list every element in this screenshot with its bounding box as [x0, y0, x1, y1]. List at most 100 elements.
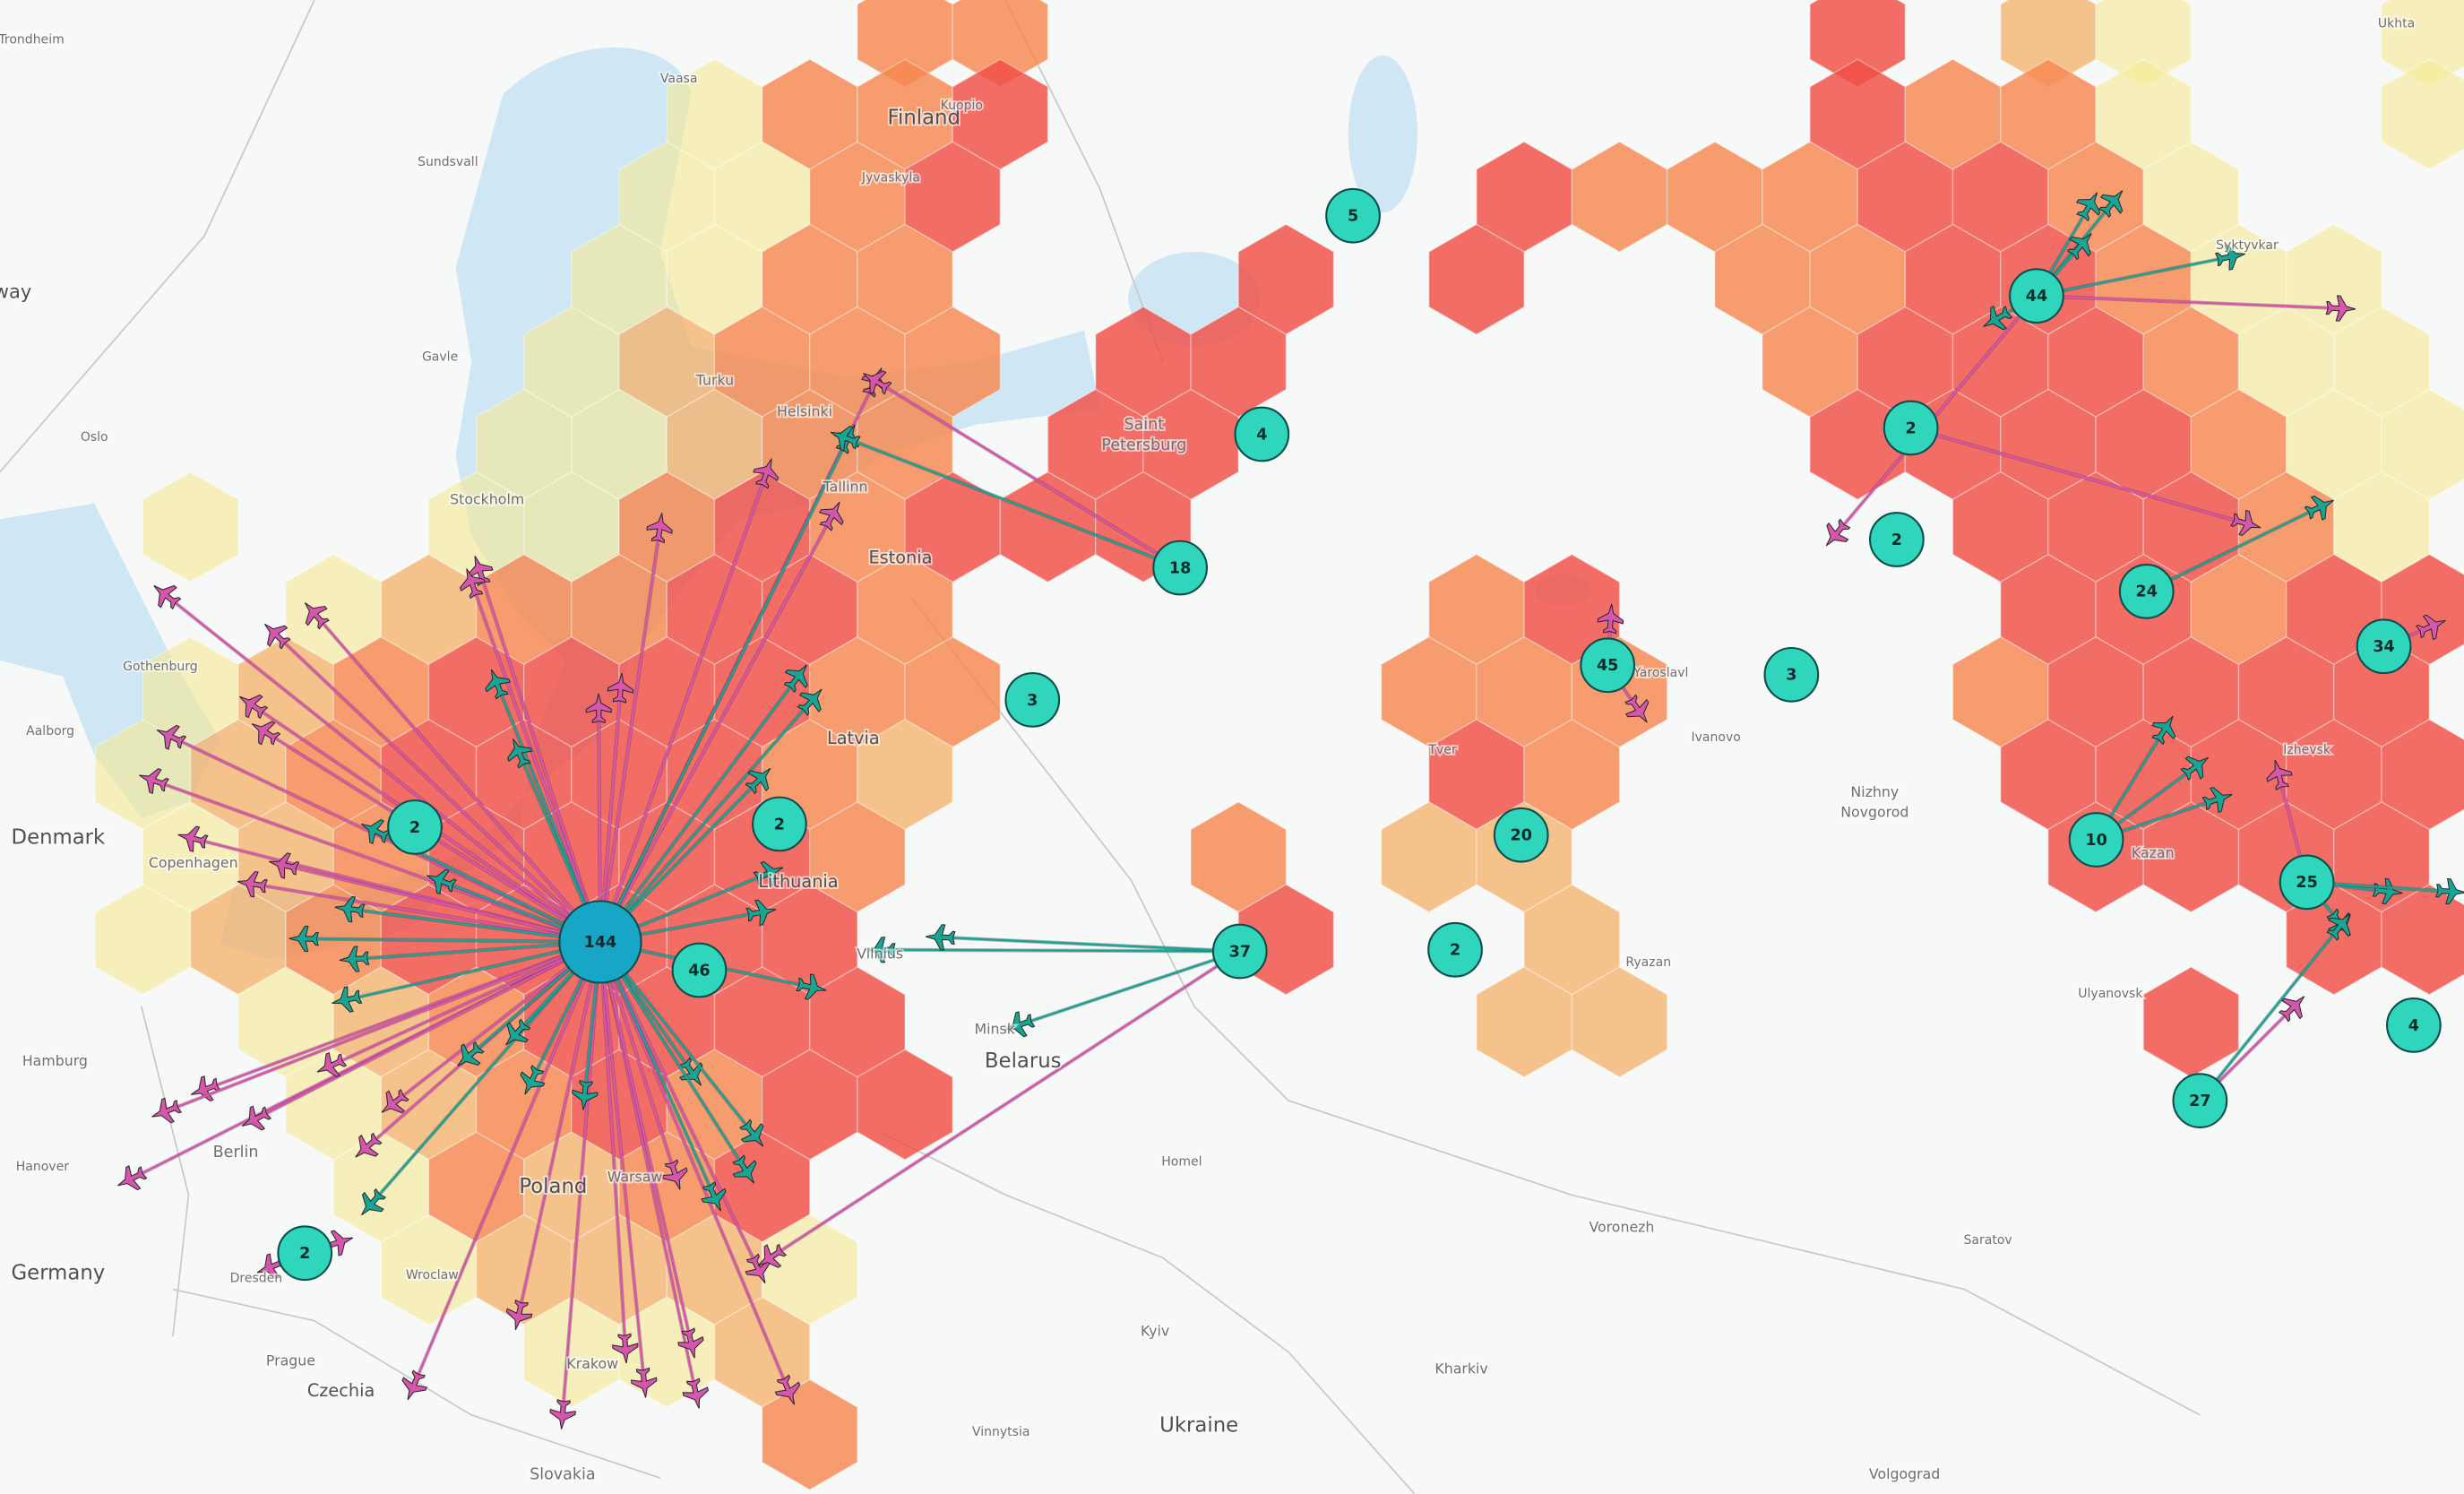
- route-line: [369, 941, 601, 1205]
- route-line: [2146, 505, 2322, 592]
- cluster[interactable]: 2: [387, 799, 443, 855]
- cluster-count: 2: [1450, 942, 1460, 960]
- cluster[interactable]: 3: [1004, 672, 1061, 728]
- city-label: Oslo: [81, 430, 108, 445]
- route-line: [599, 526, 661, 943]
- cluster-count: 18: [1169, 559, 1191, 577]
- route-line: [495, 682, 602, 943]
- route-line: [412, 941, 602, 1387]
- country-label: Estonia: [868, 548, 932, 568]
- city-label: Hamburg: [22, 1052, 88, 1069]
- hex-layer: [94, 0, 2464, 1490]
- cluster[interactable]: 20: [1493, 807, 1549, 863]
- cluster-circle: [558, 900, 642, 984]
- cluster-count: 144: [584, 934, 617, 952]
- route-line: [151, 779, 601, 944]
- city-label: Minsk: [975, 1021, 1016, 1038]
- cluster-circle: [2009, 268, 2064, 324]
- hex-cell: [857, 1049, 953, 1161]
- cluster[interactable]: 25: [2279, 854, 2335, 911]
- cluster-circle: [752, 796, 807, 852]
- cluster[interactable]: 27: [2172, 1073, 2228, 1128]
- cluster[interactable]: 2: [277, 1225, 333, 1282]
- plane-icon: [924, 923, 956, 952]
- cluster[interactable]: 4: [1234, 406, 1290, 462]
- cluster[interactable]: 34: [2356, 618, 2412, 675]
- cluster-circle: [1763, 646, 1820, 703]
- cluster[interactable]: 2: [752, 796, 807, 852]
- city-label: Kyiv: [1141, 1322, 1169, 1339]
- route-line: [599, 941, 790, 1393]
- cluster[interactable]: 3: [1763, 646, 1820, 703]
- route-line: [2036, 294, 2342, 310]
- cluster[interactable]: 144: [558, 900, 642, 984]
- route-line: [599, 941, 646, 1384]
- cluster-count: 25: [2296, 874, 2317, 892]
- route-line: [164, 593, 601, 943]
- city-label: Kuopio: [941, 99, 983, 113]
- city-label: Homel: [1161, 1155, 1202, 1170]
- route-line: [599, 675, 799, 943]
- city-label: Hanover: [16, 1160, 70, 1174]
- route-line: [282, 863, 601, 944]
- plane-icon: [146, 1093, 185, 1130]
- cluster-count: 4: [1256, 426, 1267, 444]
- hex-cell: [1428, 223, 1525, 335]
- hex-cell: [142, 471, 239, 583]
- route-line: [2036, 255, 2232, 298]
- route-line: [274, 633, 601, 943]
- route-line: [470, 581, 602, 943]
- route-line: [599, 471, 769, 943]
- plane-icon: [145, 574, 185, 615]
- country-label: Germany: [12, 1262, 106, 1285]
- city-label: Petersburg: [1101, 436, 1186, 454]
- city-label: Saratov: [1963, 1233, 2012, 1248]
- city-label: Trondheim: [0, 32, 65, 47]
- city-label: Vilnius: [857, 946, 903, 963]
- route-line: [478, 568, 602, 943]
- cluster-count: 2: [774, 816, 785, 833]
- cluster-circle: [2068, 812, 2124, 868]
- route-line: [251, 882, 601, 944]
- country-label: Lithuania: [758, 871, 838, 892]
- hex-cell: [2381, 58, 2464, 170]
- route-line: [599, 941, 748, 1172]
- city-label: Volgograd: [1869, 1465, 1940, 1482]
- cluster[interactable]: 5: [1325, 187, 1381, 244]
- country-label: Czechia: [307, 1380, 375, 1401]
- city-label: Ulyanovsk: [2078, 987, 2143, 1001]
- cluster-count: 37: [1229, 943, 1251, 961]
- cluster-count: 10: [2085, 832, 2106, 850]
- cluster[interactable]: 4: [2386, 997, 2442, 1053]
- city-label: Kazan: [2132, 844, 2175, 861]
- plane-icon: [111, 1160, 151, 1198]
- cluster[interactable]: 46: [671, 942, 728, 998]
- cluster[interactable]: 37: [1211, 923, 1268, 980]
- city-label: Krakow: [566, 1355, 618, 1372]
- cluster[interactable]: 44: [2009, 268, 2064, 324]
- hex-cell: [1571, 966, 1668, 1078]
- cluster-circle: [1325, 187, 1381, 244]
- cluster[interactable]: 2: [1882, 400, 1939, 456]
- route-line: [599, 687, 622, 943]
- cluster-circle: [277, 1225, 333, 1282]
- cluster-count: 24: [2136, 583, 2158, 601]
- city-label: Dresden: [230, 1271, 283, 1285]
- country-label: Belarus: [985, 1049, 1062, 1073]
- cluster[interactable]: 18: [1152, 540, 1208, 596]
- cluster[interactable]: 2: [1427, 921, 1483, 978]
- route-line: [392, 941, 601, 1105]
- city-label: Warsaw: [607, 1169, 663, 1186]
- cluster-circle: [2118, 564, 2175, 619]
- cluster-count: 3: [1786, 667, 1796, 685]
- cluster[interactable]: 10: [2068, 812, 2124, 868]
- country-label: Denmark: [12, 826, 107, 850]
- cluster-count: 2: [299, 1245, 310, 1263]
- cluster[interactable]: 24: [2118, 564, 2175, 619]
- route-line: [345, 940, 601, 1002]
- cluster[interactable]: 45: [1580, 637, 1636, 694]
- cluster[interactable]: 2: [1869, 512, 1925, 567]
- route-line: [517, 941, 602, 1317]
